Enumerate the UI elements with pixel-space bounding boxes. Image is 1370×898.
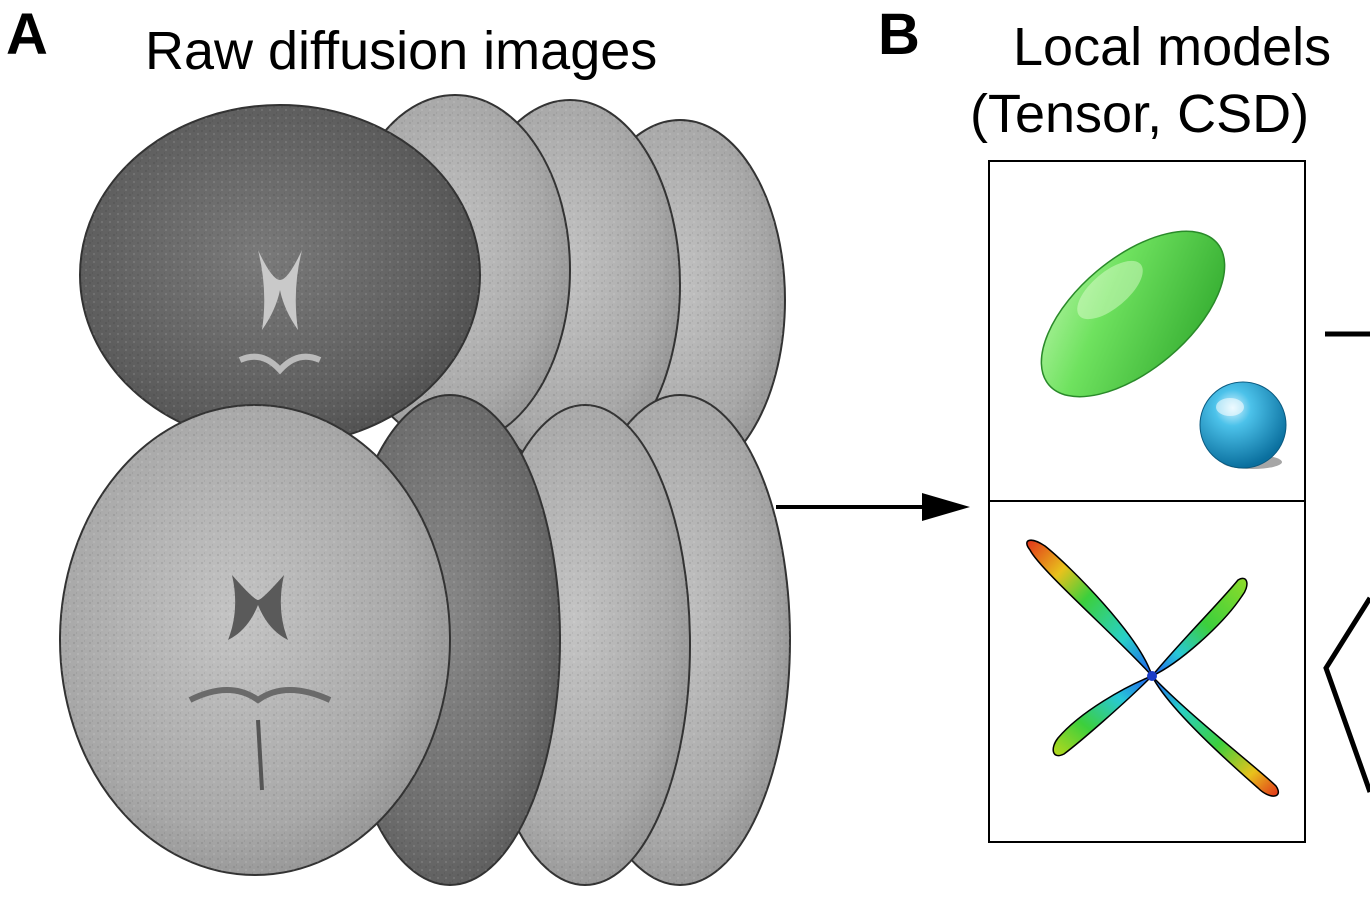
tensor-ellipsoid: [1040, 230, 1226, 398]
isotropic-sphere: [1199, 381, 1287, 469]
panel-b-label: B: [878, 2, 920, 67]
ventricle: [228, 575, 288, 640]
csd-fod-glyph: [1026, 539, 1279, 797]
panel-b-title-line1: Local models: [1013, 17, 1332, 77]
panel-a-title: Raw diffusion images: [145, 21, 658, 81]
csd-model-box: [988, 500, 1306, 843]
brain-slices-bottom-row: [59, 394, 791, 886]
connector-line: [1323, 596, 1370, 793]
arrow-right-icon: [776, 493, 970, 521]
panel-a-label: A: [6, 2, 48, 67]
ventricle: [258, 250, 302, 330]
brain-slices-top-row: [79, 94, 786, 481]
panel-b-title-line2: (Tensor, CSD): [970, 84, 1310, 144]
